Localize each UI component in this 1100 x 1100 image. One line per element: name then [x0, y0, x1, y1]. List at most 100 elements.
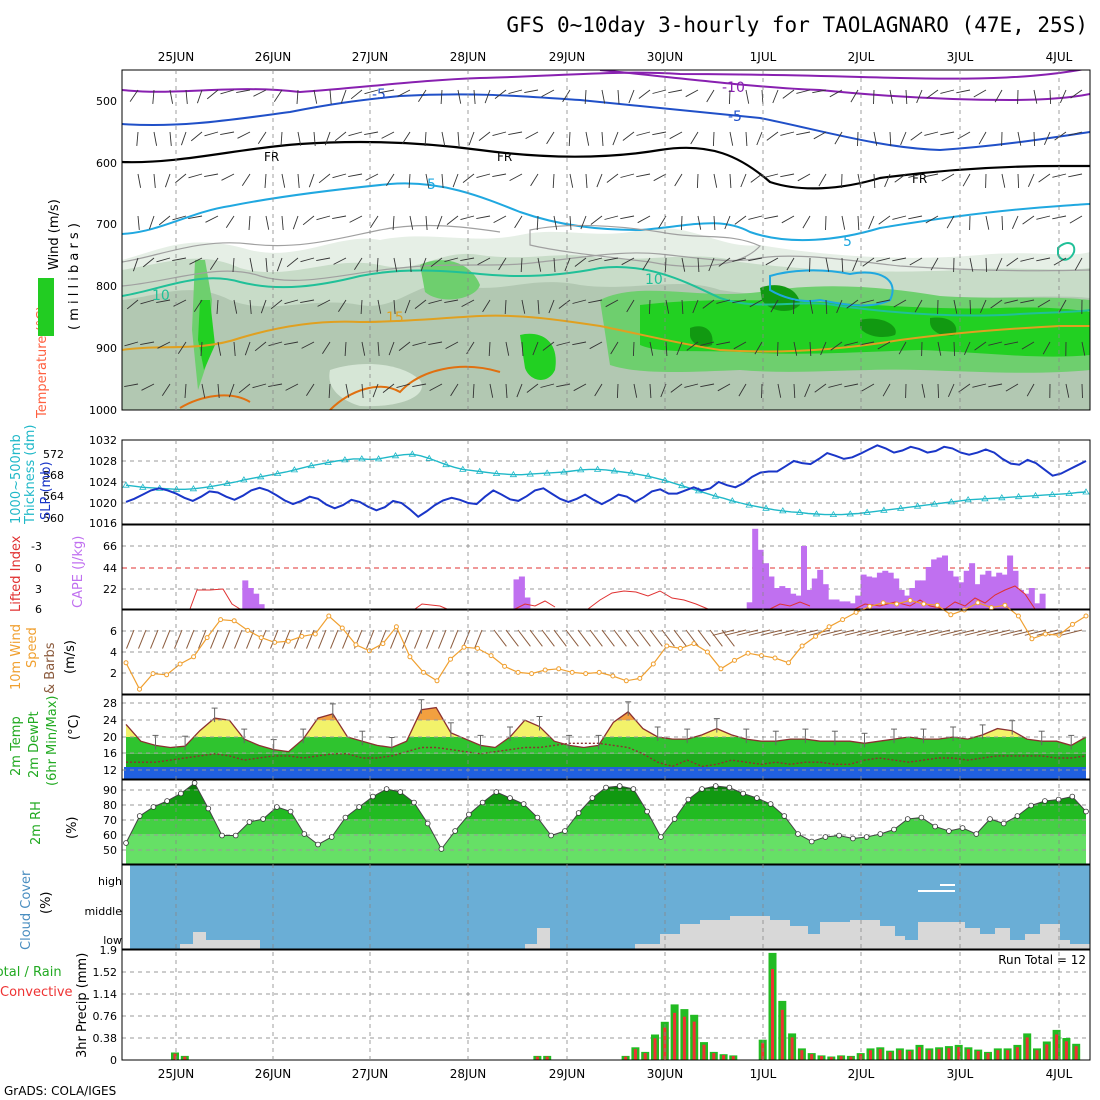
- precip-convective-bar: [937, 1049, 941, 1060]
- wind-barb: [294, 629, 303, 649]
- wind-speed-point: [907, 597, 913, 603]
- wind-speed-point: [1029, 636, 1035, 642]
- rh-point: [575, 810, 582, 816]
- wind-barb: [429, 383, 443, 391]
- wind-barb: [382, 383, 395, 393]
- cloud-panel: high middle low Cloud Cover (%): [19, 864, 1091, 950]
- wind-barb: [217, 383, 220, 399]
- wind-barb: [745, 89, 750, 104]
- thickness-point: [492, 469, 501, 476]
- rh-point: [260, 816, 266, 822]
- wind-barb: [169, 89, 174, 104]
- date-label-bottom: 30JUN: [647, 1067, 684, 1081]
- wind-barb: [1017, 131, 1022, 146]
- wind-barb: [177, 341, 187, 354]
- slp-tick: 1024: [89, 476, 117, 489]
- cloud-labels: Cloud Cover (%): [19, 870, 54, 950]
- wind-barb: [265, 257, 268, 273]
- wind-barb: [818, 173, 827, 187]
- wind-barb: [252, 383, 267, 389]
- wind-barb: [857, 131, 859, 147]
- wind-barb: [126, 299, 139, 310]
- rh-point: [877, 831, 884, 837]
- precip-tick: 1.14: [93, 988, 118, 1001]
- rh-point: [301, 831, 308, 837]
- wind-barb: [468, 131, 475, 146]
- thickness-point: [172, 485, 181, 492]
- cape-bar: [974, 584, 981, 609]
- rh-point: [767, 801, 774, 807]
- precip-convective-bar: [839, 1056, 843, 1060]
- wind-barb: [196, 89, 203, 104]
- wind-barb: [393, 299, 396, 315]
- wind-barb: [928, 629, 951, 636]
- rh2m-label-a: 2m RH: [29, 801, 44, 845]
- wind-barb: [621, 257, 635, 266]
- wind-barb: [478, 131, 491, 141]
- wind-barb: [724, 215, 731, 230]
- contour-label: 5: [843, 234, 852, 250]
- wind-speed-point: [826, 624, 832, 630]
- precip-label-c: 3hr Precip (mm): [75, 953, 90, 1058]
- wind-barb: [504, 299, 507, 315]
- wind-barb: [445, 341, 459, 349]
- wind-speed-point: [704, 649, 710, 655]
- wind-barb: [601, 629, 615, 647]
- wind-barb: [772, 89, 779, 104]
- precip-convective-bar: [653, 1038, 657, 1060]
- wind-barb: [573, 383, 587, 392]
- wind-barb: [1053, 257, 1067, 266]
- wind-barb: [748, 215, 763, 220]
- wind-barb: [173, 299, 187, 307]
- thickness-point: [509, 470, 518, 478]
- wind-barb: [754, 341, 763, 355]
- date-label-top: 4JUL: [1046, 50, 1073, 64]
- cape-grid: [122, 545, 1090, 590]
- wind-barb: [777, 341, 779, 357]
- cape-bar: [247, 588, 254, 609]
- wind-barb: [425, 173, 430, 188]
- cape-bar: [811, 578, 818, 609]
- wind-barb: [172, 257, 187, 262]
- wind-barb: [280, 131, 283, 147]
- wind-barb: [857, 173, 862, 188]
- wind-barb: [157, 341, 171, 349]
- wind-barb: [622, 131, 635, 141]
- wind-barb: [765, 257, 779, 266]
- wind-speed-point: [393, 624, 399, 630]
- wind-barb: [241, 173, 251, 186]
- wind-barb: [225, 215, 235, 228]
- wind-barb: [702, 299, 715, 309]
- cape-bar: [752, 528, 759, 609]
- wind-barb: [444, 299, 459, 304]
- cloud-levels: high middle low: [84, 875, 122, 947]
- wind-barb: [825, 299, 828, 315]
- wind-barb: [585, 173, 588, 189]
- wind-barb: [681, 257, 686, 272]
- wind-barb: [365, 173, 379, 181]
- wind-barb: [963, 341, 971, 355]
- wind-barb: [1001, 215, 1004, 231]
- wind-barb: [660, 383, 667, 398]
- slp-tick: 1016: [89, 517, 117, 530]
- date-label-top: 29JUN: [549, 50, 586, 64]
- wind-barb: [253, 89, 267, 97]
- wind-barb: [664, 257, 667, 273]
- wind-barb: [940, 131, 955, 136]
- rh2m-panel: 90 80 70 60 50 2m RH (%): [29, 779, 1091, 865]
- wind-barb: [882, 383, 891, 397]
- wind-barb: [713, 173, 718, 188]
- wind-speed-point: [975, 600, 981, 606]
- wind-barb: [844, 383, 859, 388]
- wind-barb: [873, 131, 878, 146]
- wind-barb: [878, 215, 891, 225]
- thickness-point: [139, 483, 147, 490]
- wind-barb: [370, 215, 379, 229]
- wind-barb: [493, 215, 507, 223]
- wind-barb: [142, 257, 155, 268]
- rh-point: [904, 816, 911, 822]
- date-label-bottom: 27JUN: [352, 1067, 389, 1081]
- wind-barb: [956, 89, 971, 94]
- rh-point: [219, 832, 225, 839]
- wind-barb: [601, 131, 604, 147]
